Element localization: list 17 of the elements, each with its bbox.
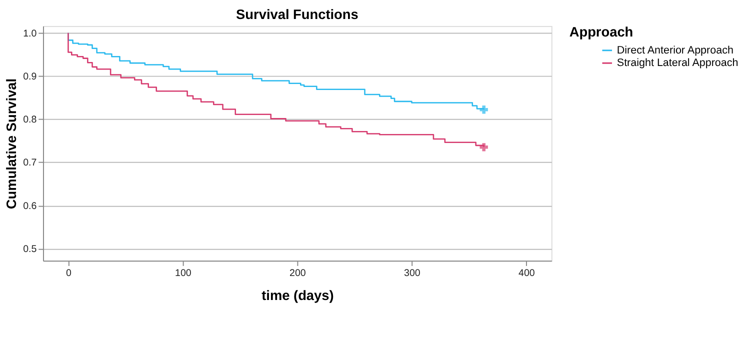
legend-title: Approach (569, 24, 634, 40)
x-tick-label: 300 (404, 268, 421, 279)
x-tick-label: 0 (66, 268, 72, 279)
y-axis-title: Cumulative Survival (4, 78, 20, 210)
y-tick-label: 0.7 (23, 158, 37, 169)
legend-label: Straight Lateral Approach (616, 57, 738, 70)
x-tick-label: 400 (518, 268, 536, 279)
x-tick-label: 100 (175, 268, 192, 279)
y-tick-label: 0.8 (23, 114, 37, 126)
x-axis-title: time (days) (262, 288, 334, 304)
y-tick-label: 0.5 (23, 244, 38, 255)
x-tick-label: 200 (290, 268, 306, 279)
chart-title: Survival Functions (236, 7, 359, 22)
y-tick-label: 0.9 (23, 71, 37, 82)
y-tick-label: 0.6 (23, 200, 37, 212)
y-tick-label: 1.0 (23, 28, 38, 40)
legend-label: Direct Anterior Approach (616, 44, 734, 56)
